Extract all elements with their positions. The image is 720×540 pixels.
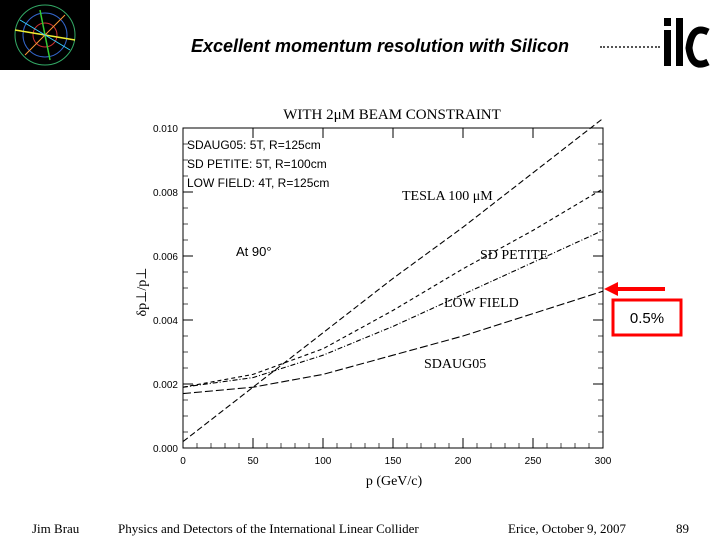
- y-tick-label: 0.010: [153, 124, 178, 135]
- series-line-sd-petite: [182, 188, 604, 388]
- y-axis-label: δp⊥/p⊥: [135, 268, 150, 317]
- x-tick-label: 200: [455, 456, 472, 467]
- series-line-low-field: [182, 229, 604, 388]
- ilc-logo-icon: [662, 14, 712, 70]
- legend: SDAUG05: 5T, R=125cm SD PETITE: 5T, R=10…: [187, 138, 329, 190]
- highlight-label: 0.5%: [630, 310, 664, 327]
- footer-venue-date: Erice, October 9, 2007: [508, 521, 627, 536]
- series-label-sdaug05: SDAUG05: [424, 357, 486, 372]
- title-divider: [600, 46, 660, 48]
- series-label-low-field: LOW FIELD: [444, 296, 519, 311]
- y-tick-label: 0.008: [153, 188, 178, 199]
- x-tick-label: 150: [385, 456, 402, 467]
- series-labels: TESLA 100 μM SD PETITE LOW FIELD SDAUG05: [402, 189, 548, 372]
- footer-author: Jim Brau: [32, 521, 80, 536]
- highlight-box: [611, 298, 683, 337]
- legend-line-sd-petite: SD PETITE: 5T, R=100cm: [187, 157, 327, 171]
- series-label-tesla: TESLA 100 μM: [402, 189, 493, 204]
- slide-title: Excellent momentum resolution with Silic…: [190, 36, 570, 56]
- highlight-arrowhead: [604, 282, 618, 296]
- series-line-tesla-100-m: [182, 117, 604, 443]
- y-tick-label: 0.002: [153, 380, 178, 391]
- x-tick-label: 300: [595, 456, 612, 467]
- x-tick-label: 0: [180, 456, 186, 467]
- series-label-sd-petite: SD PETITE: [480, 248, 548, 263]
- footer-page-number: 89: [676, 521, 689, 536]
- footer-talk-title: Physics and Detectors of the Internation…: [118, 521, 419, 536]
- series-line-sdaug05: [182, 290, 604, 395]
- x-axis-label: p (GeV/c): [366, 474, 423, 489]
- event-display-icon: [0, 0, 90, 70]
- x-tick-label: 50: [247, 456, 259, 467]
- y-tick-label: 0.004: [153, 316, 178, 327]
- angle-annotation: At 90°: [236, 244, 272, 259]
- x-tick-label: 250: [525, 456, 542, 467]
- x-tick-label: 100: [315, 456, 332, 467]
- chart-title: WITH 2μM BEAM CONSTRAINT: [283, 107, 501, 123]
- legend-line-low-field: LOW FIELD: 4T, R=125cm: [187, 176, 329, 190]
- legend-line-sdaug05: SDAUG05: 5T, R=125cm: [187, 138, 321, 152]
- y-tick-label: 0.000: [153, 444, 178, 455]
- y-tick-label: 0.006: [153, 252, 178, 263]
